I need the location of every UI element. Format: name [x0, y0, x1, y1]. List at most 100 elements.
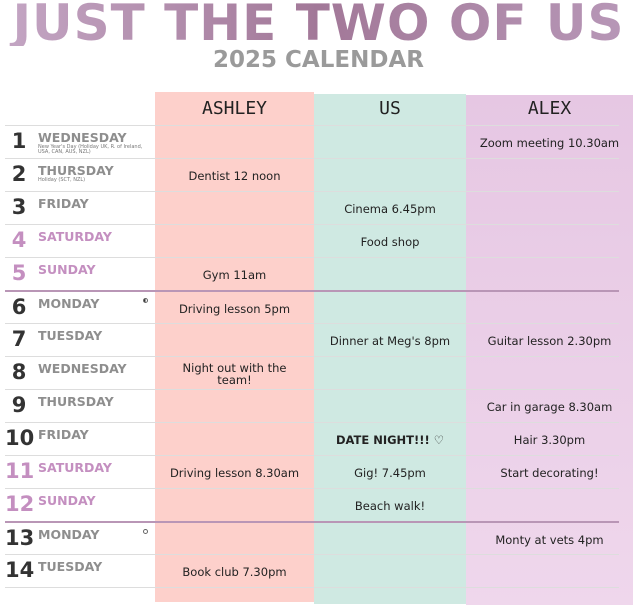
us-entry[interactable]: Dinner at Meg's 8pm — [314, 324, 466, 357]
day-row: 14 TUESDAY Book club 7.30pm — [5, 554, 619, 587]
weekday: FRIDAY — [38, 427, 89, 442]
weekday: WEDNESDAY — [38, 130, 127, 145]
calendar-title: JUST THE TWO OF US — [0, 0, 637, 48]
entry-text: Driving lesson 8.30am — [169, 465, 300, 480]
entry-text: Dentist 12 noon — [188, 168, 281, 183]
ashley-entry[interactable] — [155, 523, 314, 556]
alex-entry[interactable] — [466, 192, 633, 225]
weekday: SATURDAY — [38, 229, 112, 244]
alex-entry[interactable] — [466, 357, 633, 390]
us-entry[interactable] — [314, 258, 466, 291]
alex-entry[interactable] — [466, 555, 633, 588]
day-row: 3 FRIDAY Cinema 6.45pm — [5, 191, 619, 224]
us-entry[interactable] — [314, 159, 466, 192]
ashley-header: ASHLEY — [201, 98, 268, 119]
holiday-note: Holiday (SCT, NZL) — [38, 177, 86, 183]
alex-header: ALEX — [527, 98, 572, 119]
day-row: 12 SUNDAY Beach walk! — [5, 488, 619, 521]
entry-text: Cinema 6.45pm — [344, 201, 436, 216]
us-entry[interactable] — [314, 523, 466, 556]
alex-entry[interactable] — [466, 258, 633, 291]
day-number: 13 — [5, 526, 35, 550]
ashley-entry[interactable]: Gym 11am — [155, 258, 314, 291]
ashley-entry[interactable] — [155, 489, 314, 522]
weekday: SUNDAY — [38, 262, 96, 277]
entry-text: Zoom meeting 10.30am — [479, 135, 620, 150]
day-row: 7 TUESDAY Dinner at Meg's 8pm Guitar lesso… — [5, 323, 619, 356]
alex-entry[interactable]: Hair 3.30pm — [466, 423, 633, 456]
alex-entry[interactable] — [466, 225, 633, 258]
alex-entry[interactable]: Monty at vets 4pm — [466, 523, 633, 556]
weekday: SUNDAY — [38, 493, 96, 508]
calendar-subtitle: 2025 CALENDAR — [213, 47, 424, 73]
day-number: 14 — [5, 558, 35, 582]
ashley-entry[interactable]: Dentist 12 noon — [155, 159, 314, 192]
weekday: THURSDAY — [38, 394, 114, 409]
day-row: 9 THURSDAY Car in garage 8.30am — [5, 389, 619, 422]
us-entry[interactable]: Cinema 6.45pm — [314, 192, 466, 225]
entry-text: Monty at vets 4pm — [495, 532, 604, 547]
alex-entry[interactable] — [466, 292, 633, 325]
alex-entry[interactable]: Guitar lesson 2.30pm — [466, 324, 633, 357]
entry-text: DATE NIGHT!!! ♡ — [335, 432, 445, 447]
day-number: 6 — [11, 295, 27, 319]
day-number: 7 — [11, 327, 27, 351]
us-entry[interactable]: Beach walk! — [314, 489, 466, 522]
weekday: SATURDAY — [38, 460, 112, 475]
entry-text: Book club 7.30pm — [182, 564, 287, 579]
entry-text: Night out with the team! — [182, 360, 287, 387]
weekday: MONDAY — [38, 527, 100, 542]
entry-text: Guitar lesson 2.30pm — [487, 333, 612, 348]
entry-text: Dinner at Meg's 8pm — [329, 333, 451, 348]
us-entry[interactable] — [314, 390, 466, 423]
entry-text: Hair 3.30pm — [513, 432, 586, 447]
entry-text: Food shop — [360, 234, 420, 249]
day-number: 4 — [11, 228, 27, 252]
day-number: 5 — [11, 261, 27, 285]
alex-entry[interactable]: Car in garage 8.30am — [466, 390, 633, 423]
ashley-entry[interactable]: Driving lesson 8.30am — [155, 456, 314, 489]
us-entry[interactable] — [314, 555, 466, 588]
alex-entry[interactable]: Zoom meeting 10.30am — [466, 126, 633, 159]
entry-text: Gig! 7.45pm — [354, 465, 426, 480]
us-entry[interactable] — [314, 357, 466, 390]
ashley-entry[interactable] — [155, 390, 314, 423]
day-row: 13 MONDAY Monty at vets 4pm — [5, 521, 619, 554]
day-row: 5 SUNDAY Gym 11am — [5, 257, 619, 290]
alex-entry[interactable] — [466, 159, 633, 192]
ashley-entry[interactable]: Driving lesson 5pm — [155, 292, 314, 325]
alex-column — [466, 95, 633, 605]
us-entry[interactable] — [314, 126, 466, 159]
half-moon-icon — [143, 298, 148, 303]
us-entry[interactable]: DATE NIGHT!!! ♡ — [314, 423, 466, 456]
day-number: 2 — [11, 162, 27, 186]
entry-text: Driving lesson 5pm — [178, 301, 291, 316]
day-number: 8 — [11, 360, 27, 384]
us-column — [314, 94, 466, 604]
entry-text: Car in garage 8.30am — [486, 399, 613, 414]
day-row: 11 SATURDAY Driving lesson 8.30am Gig! 7.4… — [5, 455, 619, 488]
weekday: MONDAY — [38, 296, 100, 311]
day-number: 12 — [5, 492, 35, 516]
us-entry[interactable] — [314, 292, 466, 325]
day-number: 1 — [11, 129, 27, 153]
ashley-entry[interactable] — [155, 324, 314, 357]
day-row: 10 FRIDAY DATE NIGHT!!! ♡ Hair 3.30pm — [5, 422, 619, 455]
day-number: 11 — [5, 459, 35, 483]
ashley-entry[interactable]: Book club 7.30pm — [155, 555, 314, 588]
ashley-entry[interactable]: Night out with the team! — [155, 357, 314, 390]
alex-entry[interactable]: Start decorating! — [466, 456, 633, 489]
weekday: FRIDAY — [38, 196, 89, 211]
holiday-note: New Year's Day (Holiday UK, R. of Irelan… — [38, 144, 143, 155]
ashley-entry[interactable] — [155, 192, 314, 225]
day-row: 6 MONDAY Driving lesson 5pm — [5, 290, 619, 323]
ashley-entry[interactable] — [155, 423, 314, 456]
us-entry[interactable]: Food shop — [314, 225, 466, 258]
ashley-entry[interactable] — [155, 225, 314, 258]
us-entry[interactable]: Gig! 7.45pm — [314, 456, 466, 489]
day-row: 2 THURSDAY Holiday (SCT, NZL) Dentist 12 n… — [5, 158, 619, 191]
day-number: 3 — [11, 195, 27, 219]
alex-entry[interactable] — [466, 489, 633, 522]
ashley-entry[interactable] — [155, 126, 314, 159]
weekday: TUESDAY — [38, 559, 103, 574]
